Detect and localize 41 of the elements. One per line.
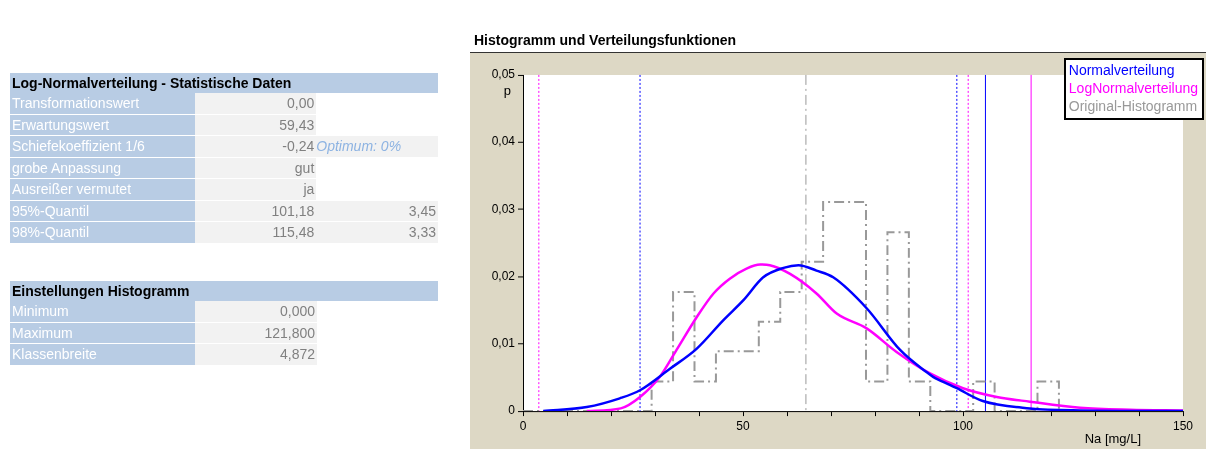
text: 59,43 xyxy=(279,116,315,133)
y-tick-label: 0,03 xyxy=(491,201,516,216)
text: Original-Histogramm xyxy=(1068,97,1198,115)
text: Normalverteilung xyxy=(1068,61,1176,79)
text: 0,000 xyxy=(279,303,315,319)
text: gut xyxy=(294,159,315,176)
y-tick-label: 0,04 xyxy=(491,134,516,149)
text: ja xyxy=(303,181,315,197)
category-label: 95%-Quantil xyxy=(12,202,90,219)
text: Optimum: 0% xyxy=(316,138,402,154)
text: Log-Normalverteilung - Statistische Daten xyxy=(10,73,438,93)
x-axis-title: Na [mg/L] xyxy=(1084,431,1141,447)
chart-title: Histogramm und Verteilungsfunktionen xyxy=(474,32,737,48)
category-label: grobe Anpassung xyxy=(12,159,121,176)
text: -0,24 xyxy=(282,138,315,154)
text: 0,00 xyxy=(287,95,315,111)
category-label: Minimum xyxy=(12,303,69,319)
text: LogNormalverteilung xyxy=(1068,79,1198,97)
text: Einstellungen Histogramm xyxy=(10,281,438,301)
category-label: Ausreißer vermutet xyxy=(12,181,132,197)
category-label: Klassenbreite xyxy=(12,346,97,362)
y-tick-label: 0,02 xyxy=(491,268,516,283)
category-label: Erwartungswert xyxy=(12,116,110,133)
category-label: 98%-Quantil xyxy=(12,224,90,240)
text: 4,872 xyxy=(279,346,315,362)
category-label: Transformationswert xyxy=(12,95,140,111)
x-tick-label: 50 xyxy=(736,418,750,433)
text: 121,800 xyxy=(264,324,315,341)
y-tick-label: 0,05 xyxy=(491,67,516,82)
x-tick-label: 0 xyxy=(519,418,527,433)
category-label: Schiefekoeffizient 1/6 xyxy=(12,138,145,154)
x-tick-label: 150 xyxy=(1173,418,1194,433)
text: 115,48 xyxy=(272,224,315,240)
text: 101,18 xyxy=(271,202,315,219)
category-label: Maximum xyxy=(12,324,73,341)
y-tick-label: 0 xyxy=(508,403,516,418)
x-tick-label: 100 xyxy=(953,418,974,433)
text: 3,45 xyxy=(408,202,436,219)
y-axis-title: p xyxy=(503,82,511,98)
text: 3,33 xyxy=(408,224,436,240)
y-tick-label: 0,01 xyxy=(491,336,516,351)
